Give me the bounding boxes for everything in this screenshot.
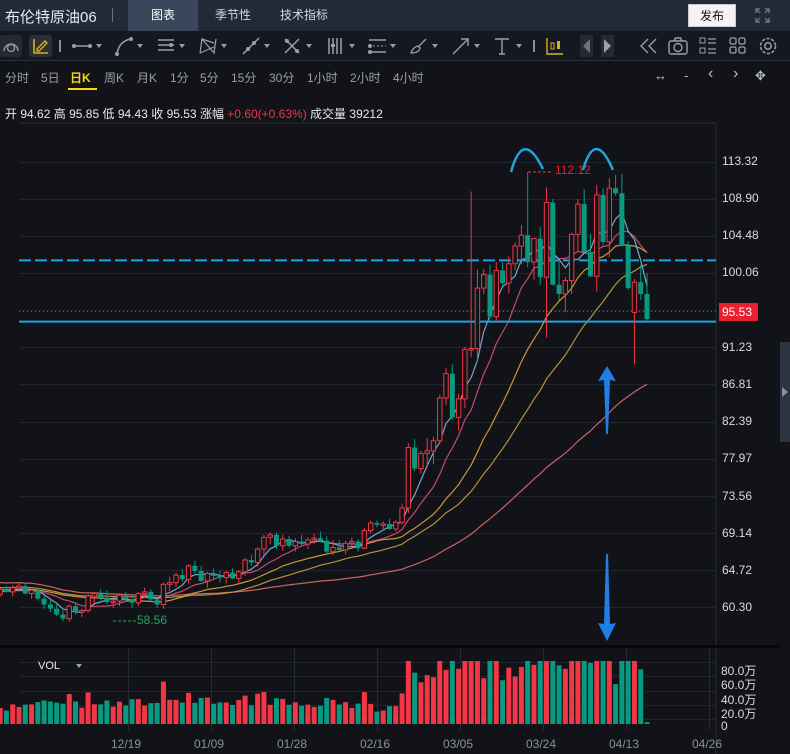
y-tick: 69.14 xyxy=(722,526,753,540)
period-bar: 分时 5日 日K 周K 月K 1分 5分 15分 30分 1小时 2小时 4小时… xyxy=(0,62,790,92)
y-tick: 60.30 xyxy=(722,600,753,614)
period-1min[interactable]: 1分 xyxy=(170,71,189,85)
pattern-icon[interactable] xyxy=(197,35,231,57)
settings-icon[interactable] xyxy=(757,35,779,57)
period-1hour[interactable]: 1小时 xyxy=(307,71,338,85)
period-4hour[interactable]: 4小时 xyxy=(393,71,424,85)
active-period-underline xyxy=(68,88,97,90)
y-tick: 100.06 xyxy=(722,265,759,279)
x-tick: 03/24 xyxy=(526,737,557,751)
low-label: 低 xyxy=(102,107,115,121)
period-monthly[interactable]: 月K xyxy=(137,71,158,85)
rewind-icon[interactable] xyxy=(638,35,660,57)
vol-y-tick: 20.0万 xyxy=(721,707,757,721)
change-label: 涨幅 xyxy=(199,107,224,121)
toolbar-divider xyxy=(533,40,535,52)
vol-y-tick: 60.0万 xyxy=(721,678,757,692)
camera-icon[interactable] xyxy=(667,35,689,57)
tab-chart-label: 图表 xyxy=(150,8,175,22)
y-tick: 86.81 xyxy=(722,377,753,391)
vol-y-tick: 0 xyxy=(721,719,728,733)
zoom-out-icon[interactable]: - xyxy=(684,68,689,83)
pencil-icon[interactable] xyxy=(29,35,52,57)
low-annotation: 58.56 xyxy=(137,613,168,627)
horizontal-line-icon[interactable] xyxy=(70,35,104,57)
scroll-left-icon[interactable]: ‹ xyxy=(708,65,714,82)
volume-value: 39212 xyxy=(349,107,383,121)
change-value: +0.60(+0.63%) xyxy=(227,107,307,121)
high-label: 高 xyxy=(53,107,66,121)
vol-indicator-label[interactable]: VOL xyxy=(38,660,61,672)
text-icon[interactable] xyxy=(492,35,526,57)
tab-indicators-label: 技术指标 xyxy=(279,8,328,22)
drawing-toolbar xyxy=(0,31,790,61)
publish-button[interactable]: 发布 xyxy=(688,4,736,27)
magnet-icon[interactable] xyxy=(0,35,22,57)
y-tick: 113.32 xyxy=(722,154,758,168)
brush-icon[interactable] xyxy=(408,35,442,57)
arrow-icon[interactable] xyxy=(450,35,484,57)
close-label: 收 xyxy=(151,107,164,121)
gann-icon[interactable] xyxy=(366,35,400,57)
y-tick: 108.90 xyxy=(722,191,759,205)
close-value: 95.53 xyxy=(166,107,197,121)
vol-y-tick: 40.0万 xyxy=(721,693,757,707)
volume-label: 成交量 xyxy=(310,107,347,121)
fib-icon[interactable] xyxy=(325,35,359,57)
period-30min[interactable]: 30分 xyxy=(269,71,295,85)
y-tick: 64.72 xyxy=(722,563,753,577)
scroll-right-icon[interactable]: › xyxy=(733,65,739,82)
low-value: 94.43 xyxy=(117,107,148,121)
y-tick: 73.56 xyxy=(722,489,753,503)
open-value: 94.62 xyxy=(20,107,51,121)
prev-icon[interactable] xyxy=(580,35,593,57)
fullscreen-icon[interactable] xyxy=(755,8,770,23)
next-icon[interactable] xyxy=(601,35,614,57)
x-tick: 03/05 xyxy=(443,737,474,751)
x-tick: 01/28 xyxy=(277,737,308,751)
tab-seasonality-label: 季节性 xyxy=(214,8,251,22)
x-tick: 12/19 xyxy=(111,737,142,751)
cross-line-icon[interactable] xyxy=(282,35,316,57)
x-tick: 02/16 xyxy=(360,737,391,751)
y-tick: 104.48 xyxy=(722,228,759,242)
period-5min[interactable]: 5分 xyxy=(200,71,219,85)
ohlc-legend: 开 94.62 高 95.85 低 94.43 收 95.53 涨幅 +0.60… xyxy=(5,105,383,122)
y-tick: 82.39 xyxy=(722,414,753,428)
high-value: 95.85 xyxy=(69,107,100,121)
period-daily[interactable]: 日K xyxy=(70,71,91,85)
vol-y-tick: 80.0万 xyxy=(721,664,757,678)
trend-line-icon[interactable] xyxy=(240,35,274,57)
period-15min[interactable]: 15分 xyxy=(231,71,257,85)
expand-panel-icon[interactable] xyxy=(782,387,788,397)
parallel-lines-icon[interactable] xyxy=(155,35,189,57)
open-label: 开 xyxy=(5,107,18,121)
x-tick: 01/09 xyxy=(194,737,225,751)
x-tick: 04/13 xyxy=(609,737,640,751)
high-annotation: 112.12 xyxy=(555,163,591,177)
candle-type-icon[interactable] xyxy=(545,35,565,57)
reset-icon[interactable]: ✥ xyxy=(755,68,766,83)
toolbar-divider xyxy=(59,40,61,52)
last-price-tag: 95.53 xyxy=(719,303,758,321)
instrument-title: 布伦特原油06 xyxy=(5,9,97,26)
period-2hour[interactable]: 2小时 xyxy=(350,71,381,85)
y-tick: 77.97 xyxy=(722,451,753,465)
chevron-down-icon[interactable] xyxy=(76,664,82,668)
fit-width-icon[interactable]: ↔ xyxy=(654,68,667,83)
title-bar: 布伦特原油06 图表 季节性 技术指标 发布 xyxy=(0,0,790,31)
tab-chart[interactable]: 图表 xyxy=(128,0,198,31)
y-tick: 91.23 xyxy=(722,340,753,354)
list-icon[interactable] xyxy=(697,35,719,57)
period-5day[interactable]: 5日 xyxy=(41,71,60,85)
curve-icon[interactable] xyxy=(113,35,147,57)
tab-seasonality[interactable]: 季节性 xyxy=(203,0,263,31)
title-separator xyxy=(112,8,113,22)
period-intraday[interactable]: 分时 xyxy=(5,71,30,85)
grid-icon[interactable] xyxy=(727,35,749,57)
tab-indicators[interactable]: 技术指标 xyxy=(268,0,340,31)
period-weekly[interactable]: 周K xyxy=(104,71,125,85)
x-tick: 04/26 xyxy=(692,737,723,751)
